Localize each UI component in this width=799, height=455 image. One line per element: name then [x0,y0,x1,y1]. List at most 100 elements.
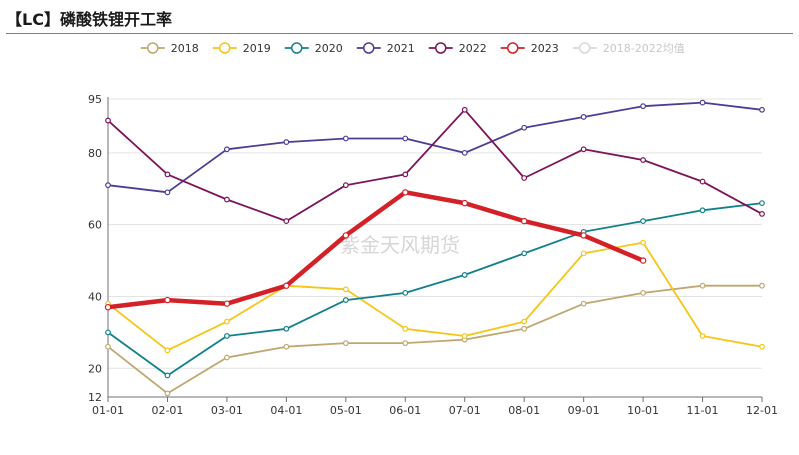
x-tick-label-03-01: 03-01 [211,404,243,417]
point-2019-08-01 [521,318,528,325]
y-tick-label-95: 95 [88,93,102,106]
point-2022-11-01 [699,178,706,185]
point-2023-09-01 [580,232,587,239]
point-2022-09-01 [580,146,587,153]
point-2020-02-01 [164,372,171,379]
y-tick-label-80: 80 [88,147,102,160]
series-2019 [105,239,765,354]
point-2020-07-01 [461,272,468,278]
point-2021-11-01 [699,99,706,106]
legend-item-2020: 2020 [284,42,343,55]
point-2019-09-01 [580,250,587,257]
point-2019-03-01 [224,318,230,325]
legend-swatch-marker-2021 [363,42,375,54]
y-tick-label-20: 20 [88,362,102,375]
point-2020-10-01 [640,218,646,224]
point-2023-05-01 [342,232,350,239]
point-2018-05-01 [342,340,349,347]
legend-swatch-marker-2020 [291,42,303,54]
x-tick-label-12-01: 12-01 [746,404,778,417]
legend-swatch-marker-2018-2022- [579,42,591,54]
point-2020-05-01 [342,297,349,303]
point-2021-06-01 [402,135,409,142]
x-tick-label-11-01: 11-01 [687,404,719,417]
point-2018-04-01 [283,343,290,350]
series-line-2018 [107,284,763,395]
point-2023-03-01 [223,300,231,307]
y-tick-label-60: 60 [88,219,102,232]
point-2018-12-01 [759,282,765,289]
series-line-2020 [107,202,763,377]
point-2020-06-01 [402,289,409,296]
x-tick-label-09-01: 09-01 [568,404,600,417]
point-2021-02-01 [164,189,171,196]
legend-label-2020: 2020 [315,42,343,55]
point-2018-09-01 [580,300,587,307]
point-2018-10-01 [640,289,646,296]
x-tick-label-01-01: 01-01 [92,404,124,417]
point-2019-05-01 [342,286,349,293]
legend: 2018 2019 2020 2021 2022 2023 2018-2022均值 [140,42,685,55]
point-2022-10-01 [640,157,646,163]
point-2022-12-01 [759,210,765,217]
y-tick-label-12: 12 [88,391,102,404]
legend-swatch-marker-2023 [507,42,519,54]
point-2023-04-01 [283,282,290,289]
x-tick-label-07-01: 07-01 [449,404,481,417]
point-2020-03-01 [224,333,230,339]
point-2022-04-01 [283,218,290,224]
legend-item-2023: 2023 [500,42,559,55]
point-2021-03-01 [224,146,230,153]
legend-swatch-marker-2019 [219,42,231,54]
point-2021-08-01 [521,124,528,131]
series-line-2021 [107,101,763,194]
point-2023-08-01 [520,217,528,225]
point-2021-07-01 [461,149,468,156]
point-2020-01-01 [105,329,111,336]
legend-label-2019: 2019 [243,42,271,55]
point-2022-06-01 [402,171,409,178]
point-2018-06-01 [402,340,409,347]
point-2021-09-01 [580,114,587,120]
x-tick-label-02-01: 02-01 [151,404,183,417]
point-2021-01-01 [105,182,111,189]
point-2018-01-01 [105,343,111,350]
series-2022 [105,106,765,224]
point-2023-06-01 [402,189,409,196]
chart-title: 【LC】磷酸铁锂开工率 [6,10,172,29]
point-2018-02-01 [164,390,171,397]
legend-label-2018-2022-: 2018-2022均值 [603,42,685,55]
point-2018-11-01 [699,282,706,289]
point-2022-08-01 [521,175,528,181]
point-2022-01-01 [105,117,111,124]
point-2019-10-01 [640,239,646,246]
point-2020-04-01 [283,325,290,332]
series-2023 [104,189,647,311]
point-2023-02-01 [164,296,171,304]
axes: 12 20 40 60 80 95 01-01 02-01 03-01 04-01 05-01 06-… [88,93,778,417]
legend-label-2021: 2021 [387,42,415,55]
series-2018 [105,282,765,397]
point-2020-08-01 [521,250,528,257]
series-line-2023 [105,190,646,310]
point-2021-12-01 [759,106,765,113]
point-2023-07-01 [461,199,468,207]
point-2023-01-01 [104,304,112,311]
point-2022-07-01 [461,106,468,113]
x-tick-label-10-01: 10-01 [627,404,659,417]
series-2021 [105,99,765,196]
legend-swatch-marker-2018 [147,42,159,54]
legend-swatch-marker-2022 [435,42,447,54]
legend-label-2022: 2022 [459,42,487,55]
legend-item-2021: 2021 [356,42,415,55]
series-2020 [105,200,765,379]
series-line-2019 [107,241,763,352]
point-2022-02-01 [164,171,171,178]
point-2019-02-01 [164,347,171,354]
series-line-2022 [107,108,763,223]
legend-label-2023: 2023 [531,42,559,55]
legend-item-2022: 2022 [428,42,487,55]
point-2021-05-01 [342,135,349,142]
point-2019-12-01 [759,343,765,350]
